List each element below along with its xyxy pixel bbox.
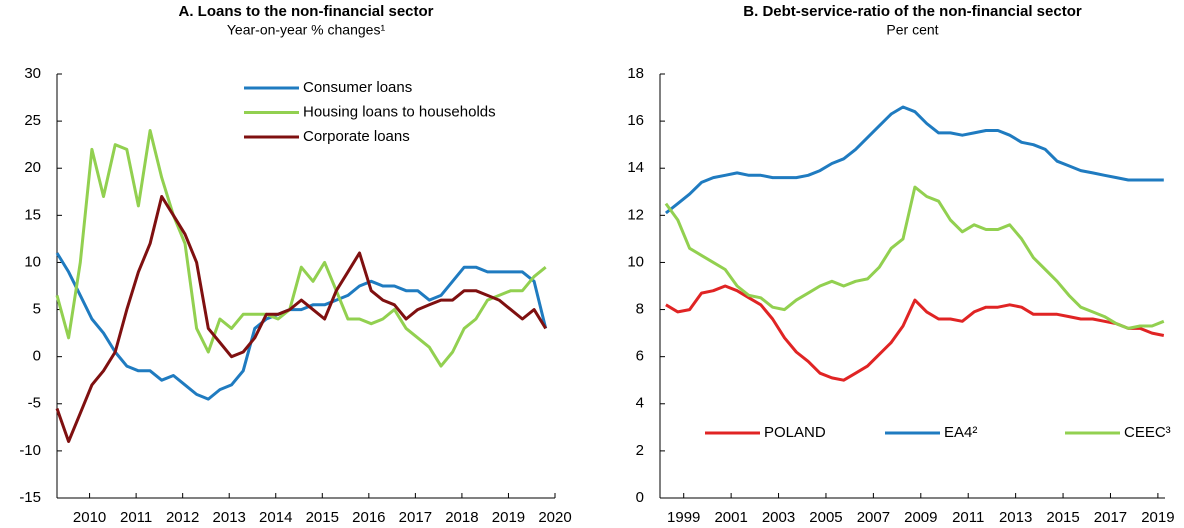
x-tick-label: 2010 <box>73 509 106 526</box>
y-tick-label: 5 <box>33 301 41 318</box>
y-tick-label: 12 <box>627 206 644 223</box>
x-tick-label: 2017 <box>1094 509 1127 526</box>
y-tick-label: 25 <box>24 112 41 129</box>
y-tick-label: 20 <box>24 159 41 176</box>
y-tick-label: 0 <box>33 348 41 365</box>
y-tick-label: 10 <box>24 253 41 270</box>
legend-label: EA4² <box>944 424 977 441</box>
series-line <box>55 129 547 368</box>
x-tick-label: 2018 <box>445 509 478 526</box>
y-tick-label: 15 <box>24 206 41 223</box>
y-tick-label: 2 <box>636 442 644 459</box>
series-line <box>55 252 548 401</box>
x-tick-label: 2013 <box>213 509 246 526</box>
x-tick-label: 2011 <box>952 509 984 526</box>
y-tick-label: 0 <box>636 489 644 506</box>
y-tick-label: 8 <box>636 301 644 318</box>
x-tick-label: 2012 <box>166 509 199 526</box>
x-tick-label: 1999 <box>667 509 700 526</box>
x-tick-label: 2017 <box>399 509 432 526</box>
x-tick-label: 2019 <box>1141 509 1174 526</box>
y-tick-label: -10 <box>19 442 41 459</box>
chart-subtitle: Per cent <box>886 22 938 38</box>
series-line <box>665 284 1165 382</box>
x-tick-label: 2020 <box>538 509 571 526</box>
series-line <box>55 195 547 443</box>
x-tick-label: 2019 <box>492 509 525 526</box>
x-tick-label: 2005 <box>809 509 842 526</box>
legend-label: Consumer loans <box>303 79 412 96</box>
series-line <box>664 105 1164 215</box>
y-tick-label: 10 <box>627 253 644 270</box>
x-tick-label: 2015 <box>306 509 339 526</box>
x-tick-label: 2003 <box>762 509 795 526</box>
x-tick-label: 2014 <box>259 509 292 526</box>
chart-subtitle: Year-on-year % changes¹ <box>227 22 386 38</box>
legend-label: Corporate loans <box>303 128 410 145</box>
x-tick-label: 2013 <box>999 509 1032 526</box>
y-tick-label: 18 <box>627 65 644 82</box>
chart-title: B. Debt-service-ratio of the non-financi… <box>743 3 1082 20</box>
legend-label: CEEC³ <box>1124 424 1171 441</box>
y-tick-label: -5 <box>28 395 41 412</box>
x-tick-label: 2011 <box>120 509 152 526</box>
series-line <box>664 185 1165 330</box>
y-tick-label: 16 <box>627 112 644 129</box>
legend-label: Housing loans to households <box>303 103 496 120</box>
y-tick-label: 4 <box>636 395 644 412</box>
x-tick-label: 2015 <box>1046 509 1079 526</box>
x-tick-label: 2009 <box>904 509 937 526</box>
y-tick-label: 30 <box>24 65 41 82</box>
y-tick-label: 14 <box>627 159 644 176</box>
legend-label: POLAND <box>764 424 826 441</box>
y-tick-label: 6 <box>636 348 644 365</box>
x-tick-label: 2007 <box>857 509 890 526</box>
x-tick-label: 2001 <box>714 509 747 526</box>
chart-title: A. Loans to the non-financial sector <box>178 3 433 20</box>
x-tick-label: 2016 <box>352 509 385 526</box>
y-tick-label: -15 <box>19 489 41 506</box>
